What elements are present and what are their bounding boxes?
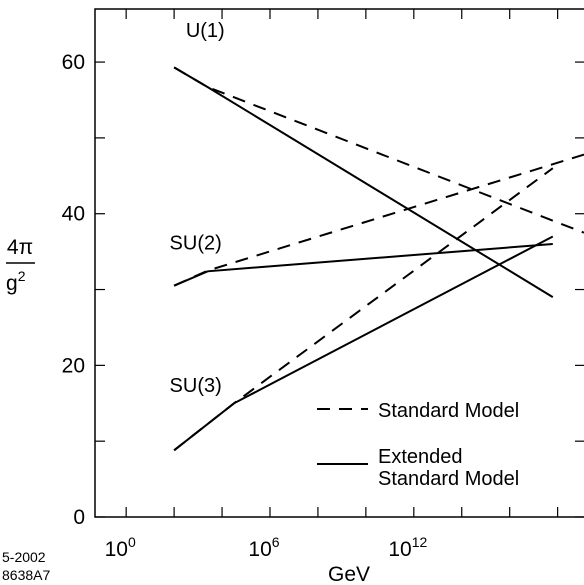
y-axis-label-denominator-base: g <box>6 272 18 295</box>
group-label: U(1) <box>186 20 225 42</box>
plot-frame <box>94 8 584 518</box>
standard-model-su2-line <box>173 153 584 287</box>
x-tick-label: 100 <box>105 534 136 561</box>
group-label: SU(2) <box>170 232 222 254</box>
y-tick-label: 20 <box>62 354 85 377</box>
y-axis-label-denominator: g2 <box>6 268 26 295</box>
x-tick-label-exponent: 12 <box>412 534 428 550</box>
y-tick-label: 40 <box>62 203 85 226</box>
y-tick-label: 0 <box>73 506 85 529</box>
legend-label: Standard Model <box>378 400 519 422</box>
extended-model-u1-line <box>173 66 554 298</box>
y-axis-label-numerator: 4π <box>7 236 33 259</box>
standard-model-u1-line <box>173 66 584 234</box>
x-tick-label-base: 10 <box>388 538 411 561</box>
plot-area: 100 106 10120204060U(1)SU(2)SU(3)Standard … <box>62 8 584 561</box>
x-axis-label: GeV <box>328 563 370 585</box>
x-tick-label-exponent: 0 <box>128 534 136 550</box>
x-tick-label: 106 <box>248 534 279 561</box>
extended-model-su2-line <box>173 243 553 287</box>
y-axis-label-denominator-exponent: 2 <box>18 268 26 284</box>
legend-label: Extended <box>378 446 463 468</box>
figure-code-line-1: 5-2002 <box>2 549 46 565</box>
x-tick-label: 1012 <box>388 534 427 561</box>
figure-code-line-2: 8638A7 <box>2 567 50 583</box>
y-tick-label: 60 <box>62 51 85 74</box>
legend-label: Standard Model <box>378 468 519 490</box>
group-label: SU(3) <box>170 375 222 397</box>
x-tick-label-base: 10 <box>105 538 128 561</box>
x-tick-label-base: 10 <box>248 538 271 561</box>
extended-model-su3-line <box>173 235 554 452</box>
x-tick-label-exponent: 6 <box>272 534 280 550</box>
